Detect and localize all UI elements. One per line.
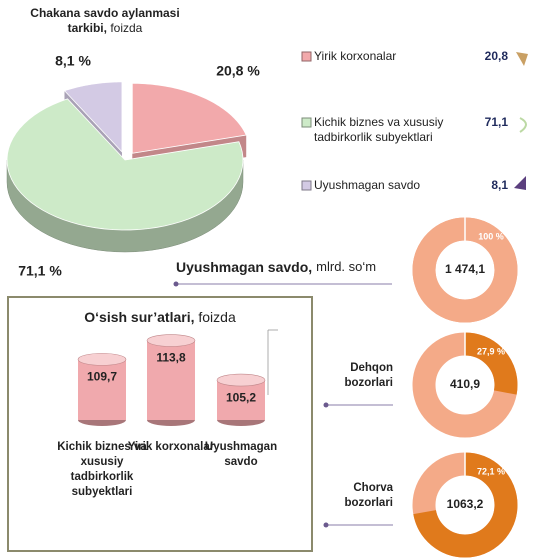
subtitle-text: foizda (198, 309, 236, 325)
category-label: Yirik korxonalar (127, 441, 215, 453)
data-label: 20,8 % (216, 63, 260, 79)
legend-swatch (301, 117, 312, 128)
pie (6, 81, 247, 253)
legend-icon (516, 52, 528, 66)
panel-border (7, 296, 313, 552)
data-label: 105,2 (226, 390, 256, 404)
title-text: Chakana savdo aylanmasi tarkibi, (30, 6, 180, 35)
chart-title: O‘sish sur’atlari, foizda (40, 310, 280, 325)
chart-title: Uyushmagan savdo, mlrd. so‘m (176, 259, 376, 275)
chart-title: Chakana savdo aylanmasi tarkibi, foizda (20, 6, 190, 36)
category-label: Dehqon bozorlari (344, 362, 393, 389)
center-value: 1063,2 (447, 497, 484, 511)
title-text: Uyushmagan savdo, (176, 259, 312, 275)
center-value: 410,9 (450, 377, 480, 391)
cylinder-top (146, 334, 196, 347)
legend-value: 71,1 (485, 115, 509, 129)
data-label: 27,9 % (477, 346, 505, 356)
category-label: Kichik biznes va xususiy tadbirkorlik su… (57, 441, 147, 498)
cylinder-top (216, 373, 266, 387)
legend-swatch (301, 51, 312, 62)
subtitle-text: mlrd. so‘m (316, 259, 376, 274)
category-label: Uyushmagan savdo (204, 441, 278, 468)
legend-label: Kichik biznes va xususiy tadbirkorlik su… (314, 115, 444, 144)
data-label: 100 % (478, 231, 504, 241)
pie-slice (6, 98, 244, 231)
legend-icon (514, 176, 526, 190)
pointer-dot (323, 522, 329, 528)
cylinder-top (77, 353, 127, 366)
pie-slice (63, 81, 123, 153)
cylinder (78, 359, 126, 420)
legend-value: 8,1 (491, 178, 508, 192)
cylinder (217, 380, 265, 420)
title-text: O‘sish sur’atlari, (84, 309, 195, 325)
legend-icon (519, 117, 527, 133)
pie-slice (131, 82, 247, 154)
legend-label: Yirik korxonalar (314, 49, 397, 63)
center-value: 1 474,1 (445, 262, 485, 276)
legend-label: Uyushmagan savdo (314, 178, 421, 192)
legend-swatch (301, 180, 312, 191)
data-label: 8,1 % (55, 53, 91, 69)
pointer-dot (323, 402, 329, 408)
data-label: 109,7 (87, 370, 117, 384)
legend-value: 20,8 (485, 49, 509, 63)
data-label: 72,1 % (477, 466, 505, 476)
pointer-dot (173, 281, 179, 287)
subtitle-text: foizda (110, 21, 143, 35)
data-label: 113,8 (156, 351, 186, 365)
data-label: 71,1 % (18, 263, 62, 279)
cylinder (147, 340, 195, 420)
category-label: Chorva bozorlari (344, 482, 393, 509)
